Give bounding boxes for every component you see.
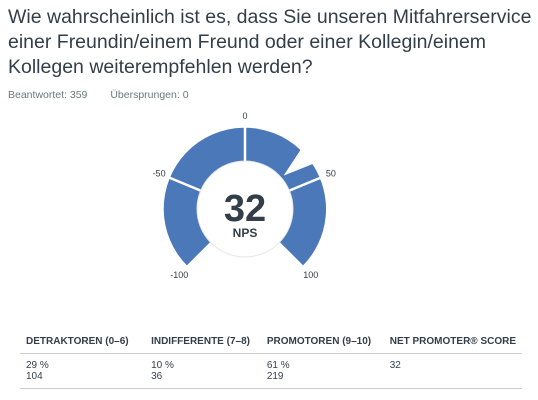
gauge-band <box>163 127 327 267</box>
table-header-row: DETRAKTOREN (0–6) INDIFFERENTE (7–8) PRO… <box>20 331 522 354</box>
gauge-arc <box>163 127 327 268</box>
response-stats: Beantwortet: 359 Übersprungen: 0 <box>8 89 209 101</box>
gauge-separator <box>287 176 322 193</box>
gauge-tick-label: 50 <box>326 168 336 178</box>
passives-cell: 10 % 36 <box>145 353 261 389</box>
header-nps: NET PROMOTER® SCORE <box>383 331 522 354</box>
header-passives: INDIFFERENTE (7–8) <box>145 331 261 354</box>
gauge-tick-labels: -100 -50 0 50 100 <box>153 111 336 280</box>
gauge-tick-label: 0 <box>242 111 247 121</box>
nps-score: 32 <box>389 360 401 371</box>
header-detractors: DETRAKTOREN (0–6) <box>20 331 146 354</box>
skipped-count: Übersprungen: 0 <box>110 89 189 101</box>
nps-breakdown-table: DETRAKTOREN (0–6) INDIFFERENTE (7–8) PRO… <box>20 331 522 389</box>
table-row: 29 % 104 10 % 36 61 % 219 32 <box>20 353 522 389</box>
passives-count: 36 <box>151 371 163 382</box>
gauge-separator <box>277 241 304 268</box>
passives-percent: 10 % <box>151 360 174 371</box>
header-promoters: PROMOTOREN (9–10) <box>260 331 384 354</box>
nps-gauge: -100 -50 0 50 100 32 NPS <box>153 111 336 280</box>
gauge-tick-label: -100 <box>170 270 188 280</box>
gauge-tick-label: 100 <box>303 270 318 280</box>
answered-count: Beantwortet: 359 <box>8 89 88 101</box>
promoters-count: 219 <box>266 371 284 382</box>
promoters-percent: 61 % <box>266 360 290 371</box>
gauge-tick-label: -50 <box>153 168 166 178</box>
gauge-separator <box>168 176 203 193</box>
promoters-cell: 61 % 219 <box>260 353 384 389</box>
gauge-separator <box>186 241 213 268</box>
gauge-center-disc <box>196 160 294 258</box>
nps-score-label: NPS <box>233 226 258 240</box>
detractors-count: 104 <box>26 371 43 382</box>
nps-score-value: 32 <box>224 188 266 230</box>
question-title: Wie wahrscheinlich ist es, dass Sie unse… <box>8 6 532 78</box>
detractors-cell: 29 % 104 <box>20 353 146 389</box>
detractors-percent: 29 % <box>26 360 49 371</box>
nps-cell: 32 <box>383 353 522 389</box>
